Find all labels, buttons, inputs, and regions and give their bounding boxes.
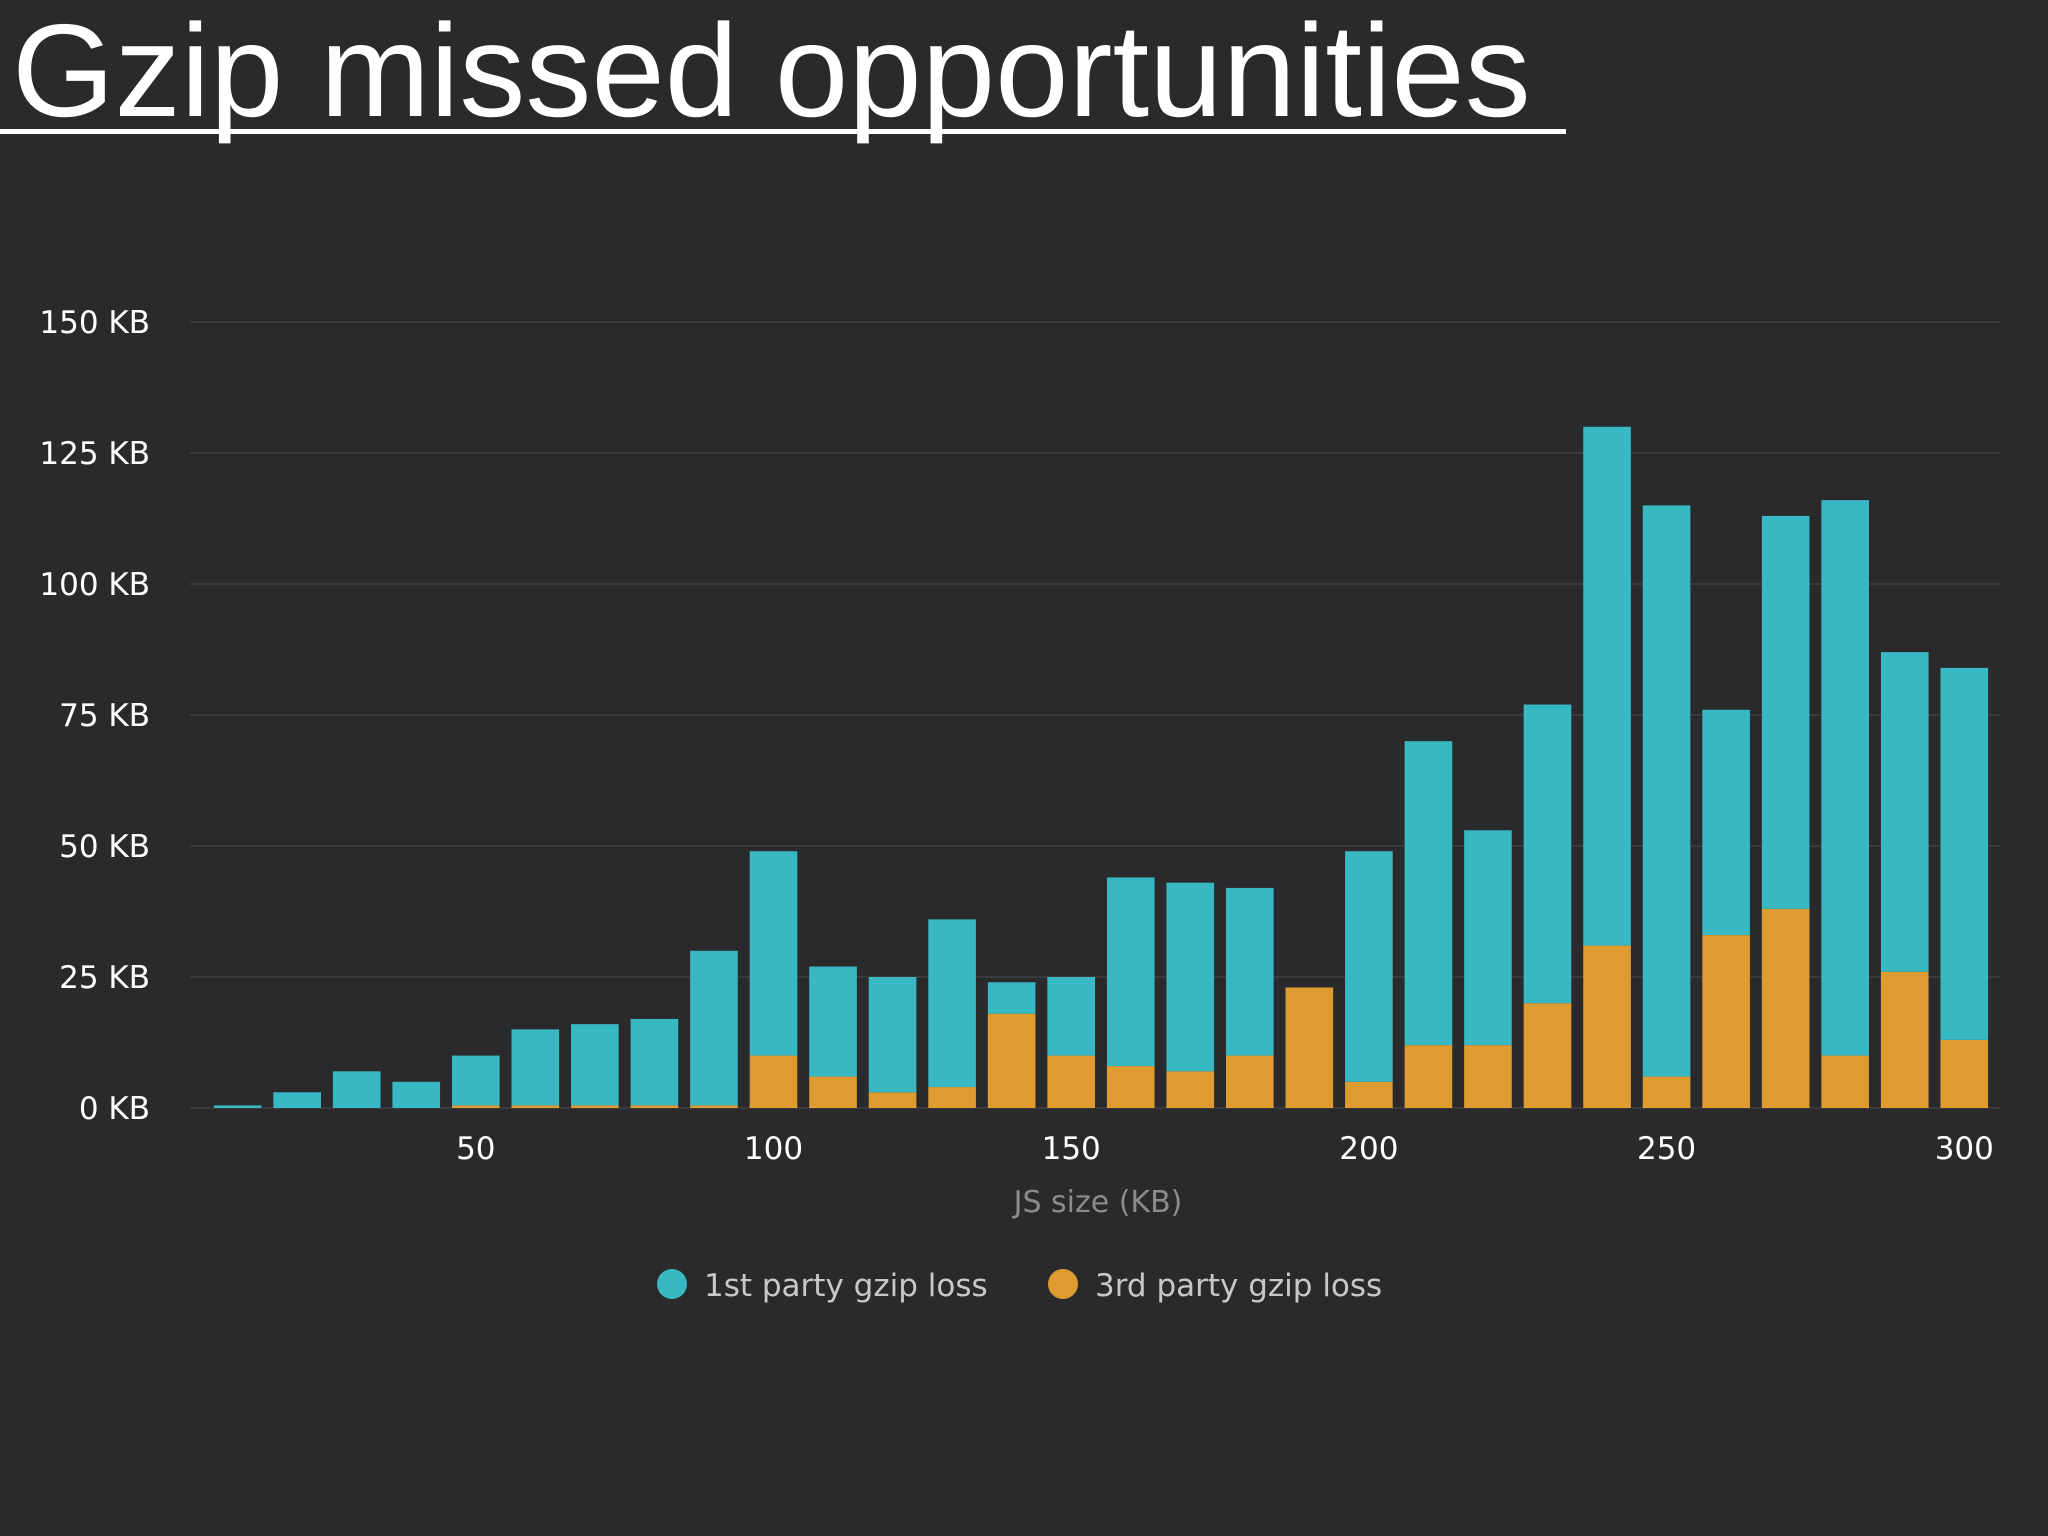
bar-first-party bbox=[868, 977, 917, 1093]
bar-first-party bbox=[1225, 887, 1274, 1056]
bar-third-party bbox=[987, 1013, 1036, 1108]
bar-first-party bbox=[690, 950, 738, 1106]
bar-third-party bbox=[868, 1092, 917, 1108]
bar-third-party bbox=[1047, 1055, 1095, 1108]
bar-first-party bbox=[511, 1029, 560, 1106]
bar-first-party bbox=[809, 966, 857, 1077]
bar-first-party bbox=[1940, 667, 1989, 1040]
bar-first-party bbox=[928, 919, 976, 1088]
bar-first-party bbox=[1464, 830, 1512, 1046]
bar-third-party bbox=[1642, 1076, 1691, 1108]
bar-third-party bbox=[1225, 1055, 1274, 1108]
y-tick-label: 50 KB bbox=[59, 829, 150, 865]
bar-third-party bbox=[1345, 1081, 1393, 1108]
bar-third-party bbox=[1464, 1045, 1512, 1108]
y-tick-label: 100 KB bbox=[39, 567, 150, 603]
bar-third-party bbox=[1880, 971, 1929, 1108]
bar-third-party bbox=[928, 1087, 976, 1108]
legend-label-third-party: 3rd party gzip loss bbox=[1095, 1268, 1382, 1304]
legend: 1st party gzip loss 3rd party gzip loss bbox=[657, 1268, 1382, 1304]
x-tick-label: 300 bbox=[1935, 1131, 1994, 1167]
title-underline bbox=[0, 129, 1566, 134]
bar-third-party bbox=[1166, 1071, 1215, 1108]
x-tick-label: 200 bbox=[1339, 1131, 1398, 1167]
bar-first-party bbox=[213, 1105, 262, 1108]
bar-third-party bbox=[1106, 1066, 1155, 1108]
bar-first-party bbox=[571, 1024, 619, 1106]
bar-first-party bbox=[1761, 515, 1810, 909]
legend-marker-third-party bbox=[1048, 1269, 1078, 1299]
bar-third-party bbox=[1285, 987, 1334, 1108]
y-tick-label: 125 KB bbox=[39, 436, 150, 472]
bar-first-party bbox=[451, 1055, 500, 1106]
bar-first-party bbox=[273, 1092, 321, 1108]
bar-first-party bbox=[1166, 882, 1215, 1072]
x-axis-ticks: 50 100 150 200 250 300 bbox=[456, 1131, 1994, 1167]
bar-first-party bbox=[1404, 741, 1453, 1046]
bar-third-party bbox=[690, 1105, 738, 1108]
bar-third-party bbox=[630, 1105, 679, 1108]
y-tick-label: 0 KB bbox=[79, 1091, 150, 1127]
legend-marker-first-party bbox=[657, 1269, 687, 1299]
bar-first-party bbox=[1642, 505, 1691, 1077]
bar-third-party bbox=[571, 1105, 619, 1108]
x-tick-label: 250 bbox=[1637, 1131, 1696, 1167]
y-tick-label: 150 KB bbox=[39, 305, 150, 341]
bar-first-party bbox=[1345, 851, 1393, 1082]
y-tick-label: 25 KB bbox=[59, 960, 150, 996]
x-axis-label: JS size (KB) bbox=[1012, 1185, 1183, 1220]
bar-first-party bbox=[630, 1018, 679, 1106]
slide-title: Gzip missed opportunities bbox=[12, 0, 1531, 144]
x-tick-label: 100 bbox=[744, 1131, 803, 1167]
gridlines bbox=[190, 321, 2000, 1109]
bar-third-party bbox=[451, 1105, 500, 1108]
x-tick-label: 50 bbox=[456, 1131, 495, 1167]
bar-first-party bbox=[332, 1071, 381, 1108]
bar-third-party bbox=[1702, 935, 1750, 1108]
bar-first-party bbox=[1821, 500, 1870, 1056]
bar-third-party bbox=[1583, 945, 1631, 1108]
y-tick-label: 75 KB bbox=[59, 698, 150, 734]
bar-first-party bbox=[1880, 652, 1929, 972]
bars bbox=[213, 426, 1989, 1108]
bar-third-party bbox=[1761, 908, 1810, 1108]
bar-third-party bbox=[1821, 1055, 1870, 1108]
bar-first-party bbox=[1106, 877, 1155, 1067]
y-axis-ticks: 0 KB 25 KB 50 KB 75 KB 100 KB 125 KB 150 KB bbox=[39, 305, 150, 1127]
bar-first-party bbox=[1047, 977, 1095, 1056]
bar-first-party bbox=[392, 1081, 441, 1108]
legend-label-first-party: 1st party gzip loss bbox=[704, 1268, 988, 1304]
bar-first-party bbox=[987, 982, 1036, 1014]
bar-first-party bbox=[749, 851, 798, 1056]
bar-third-party bbox=[1523, 1003, 1572, 1108]
bar-third-party bbox=[809, 1076, 857, 1108]
x-tick-label: 150 bbox=[1042, 1131, 1101, 1167]
bar-first-party bbox=[1583, 426, 1631, 946]
bar-first-party bbox=[1702, 709, 1750, 936]
bar-third-party bbox=[1940, 1039, 1989, 1108]
bar-third-party bbox=[511, 1105, 560, 1108]
bar-first-party bbox=[1523, 704, 1572, 1004]
bar-third-party bbox=[749, 1055, 798, 1108]
bar-third-party bbox=[1404, 1045, 1453, 1108]
